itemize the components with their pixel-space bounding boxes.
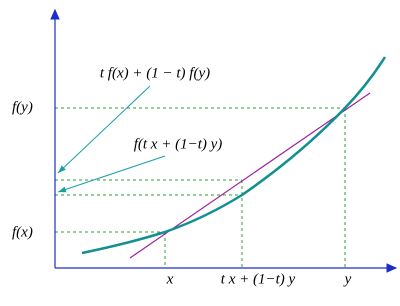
x-label: y [343, 271, 352, 287]
y-label: f(x) [12, 224, 33, 240]
pointer-arrow [57, 85, 151, 174]
x-label: t x + (1−t) y [221, 271, 296, 287]
y-label: f(y) [12, 99, 33, 115]
pointer-arrow [57, 155, 166, 193]
annotation: f(t x + (1−t) y) [134, 136, 223, 152]
annotation: t f(x) + (1 − t) f(y) [100, 65, 210, 81]
convex-curve [81, 56, 387, 255]
x-label: x [166, 271, 174, 287]
